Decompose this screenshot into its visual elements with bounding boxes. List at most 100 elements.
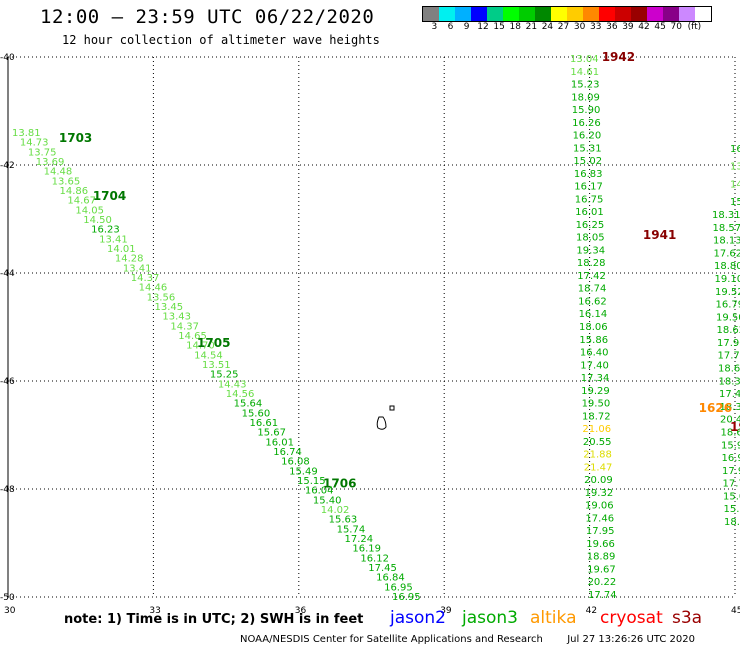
page-subtitle: 12 hour collection of altimeter wave hei… <box>62 33 380 47</box>
wave-height-label: 18.23 <box>724 517 740 528</box>
wave-height-label: 16.08 <box>281 457 310 468</box>
wave-height-label: 18.89 <box>587 552 616 563</box>
color-scale-label: 42 <box>638 22 650 32</box>
wave-height-label: 14.43 <box>218 379 247 390</box>
color-scale-swatch <box>631 7 647 21</box>
wave-height-label: 19.06 <box>585 501 614 512</box>
wave-height-label: 13.24 <box>730 162 740 173</box>
wave-height-label: 20.42 <box>720 415 740 426</box>
wave-height-label: 21.06 <box>582 424 611 435</box>
wave-height-label: 20.09 <box>584 475 613 486</box>
pass-time-label: 1706 <box>323 477 356 491</box>
wave-height-label: 15.49 <box>289 466 318 477</box>
satellite-legend-jason3: jason3 <box>462 608 518 628</box>
wave-height-label: 19.50 <box>582 399 611 410</box>
color-scale-label: 3 <box>431 22 438 32</box>
wave-height-label: 17.48 <box>719 389 740 400</box>
wave-height-label: 16.79 <box>716 300 740 311</box>
wave-height-label: 18.28 <box>577 258 606 269</box>
pass-time-label: 1626 <box>699 401 732 415</box>
color-scale-swatch <box>471 7 487 21</box>
wave-height-label: 17.95 <box>586 526 615 537</box>
wave-height-label: 19.52 <box>715 287 740 298</box>
color-scale-swatch <box>439 7 455 21</box>
footer-note: note: 1) Time is in UTC; 2) SWH is in fe… <box>64 612 364 627</box>
wave-height-label: 16.17 <box>574 182 603 193</box>
lon-tick-label: 33 <box>149 606 160 616</box>
wave-height-label: 15.92 <box>721 440 740 451</box>
color-scale-label: 12 <box>477 22 489 32</box>
lat-tick-label: -42 <box>0 161 15 171</box>
wave-height-label: 15.14 <box>730 197 740 208</box>
wave-height-label: 18.31 <box>720 402 740 413</box>
pass-time-label: 1705 <box>197 336 230 350</box>
color-scale-swatch <box>455 7 471 21</box>
wave-height-label: 15.02 <box>573 156 602 167</box>
color-scale-swatch <box>647 7 663 21</box>
wave-height-label: 16.26 <box>572 118 601 129</box>
lon-tick-label: 45 <box>731 606 740 616</box>
color-scale-label: 15 <box>493 22 505 32</box>
wave-height-label: 13.69 <box>36 157 65 168</box>
wave-height-label: 16.01 <box>265 437 294 448</box>
wave-height-label: 17.46 <box>585 513 614 524</box>
wave-height-label: 14.48 <box>44 167 73 178</box>
wave-height-label: 20.22 <box>588 577 617 588</box>
color-scale-label: 18 <box>509 22 521 32</box>
pass-time-label: 1941 <box>643 228 676 242</box>
wave-height-label: 18.37 <box>719 376 740 387</box>
wave-height-label: 15.90 <box>572 105 601 116</box>
wave-height-label: 15.64 <box>234 399 263 410</box>
wave-height-label: 17.40 <box>580 360 609 371</box>
color-scale-swatch <box>583 7 599 21</box>
color-scale-label: 27 <box>557 22 570 32</box>
wave-height-label: 16.04 <box>305 486 334 497</box>
wave-height-label: 15.74 <box>337 524 366 535</box>
wave-height-label: 13.04 <box>570 54 599 65</box>
wave-height-label: 13.45 <box>155 302 184 313</box>
wave-height-label: 17.34 <box>581 373 610 384</box>
wave-height-label: 15.50 <box>724 504 740 515</box>
lon-tick-label: 42 <box>586 606 597 616</box>
wave-height-label: 14.37 <box>131 273 160 284</box>
wave-height-label: 16.91 <box>730 144 740 155</box>
wave-height-label: 14.86 <box>60 186 89 197</box>
wave-height-label: 13.43 <box>162 312 191 323</box>
track-labels: 13.8114.7313.7513.6914.4813.6514.8614.67… <box>12 50 740 603</box>
wave-height-label: 14.02 <box>321 505 350 516</box>
color-scale-swatch <box>519 7 535 21</box>
color-scale-swatch <box>663 7 679 21</box>
wave-height-label: 13.81 <box>12 128 41 139</box>
wave-height-label: 17.90 <box>717 338 740 349</box>
wave-height-label: 17.74 <box>588 590 617 601</box>
wave-height-label: 14.01 <box>107 244 136 255</box>
wave-height-label: 19.34 <box>576 245 605 256</box>
wave-height-label: 14.56 <box>226 389 255 400</box>
wave-height-label: 17.42 <box>577 271 606 282</box>
lon-tick-label: 36 <box>295 606 307 616</box>
lat-tick-label: -40 <box>0 53 15 63</box>
axis-labels: 30 33 36 39 42 45 -40 -42 -44 -46 -48 -50 <box>0 53 740 616</box>
wave-height-label: 17.62 <box>714 248 740 259</box>
wave-height-label: 13.65 <box>52 176 81 187</box>
wave-height-label: 16.01 <box>575 207 604 218</box>
wave-height-label: 14.37 <box>170 321 199 332</box>
wave-height-label: 18.62 <box>717 325 740 336</box>
wave-height-label: 16.61 <box>250 418 279 429</box>
wave-height-label: 14.54 <box>194 350 223 361</box>
color-scale-swatch <box>599 7 615 21</box>
wave-height-label: 18.60 <box>721 427 740 438</box>
wave-height-label: 17.45 <box>368 563 397 574</box>
color-scale-swatch <box>503 7 519 21</box>
wave-height-label: 18.31 <box>712 210 740 221</box>
wave-height-label: 14.73 <box>20 138 49 149</box>
wave-height-label: 19.50 <box>716 312 740 323</box>
color-scale-label: 30 <box>573 22 586 32</box>
wave-height-label: 15.40 <box>313 495 342 506</box>
wave-height-label: 14.28 <box>115 254 144 265</box>
wave-height-label: 16.19 <box>352 544 381 555</box>
pass-time-label: 1942 <box>602 50 635 64</box>
wave-height-label: 14.65 <box>178 331 207 342</box>
wave-height-label: 13.41 <box>99 234 128 245</box>
